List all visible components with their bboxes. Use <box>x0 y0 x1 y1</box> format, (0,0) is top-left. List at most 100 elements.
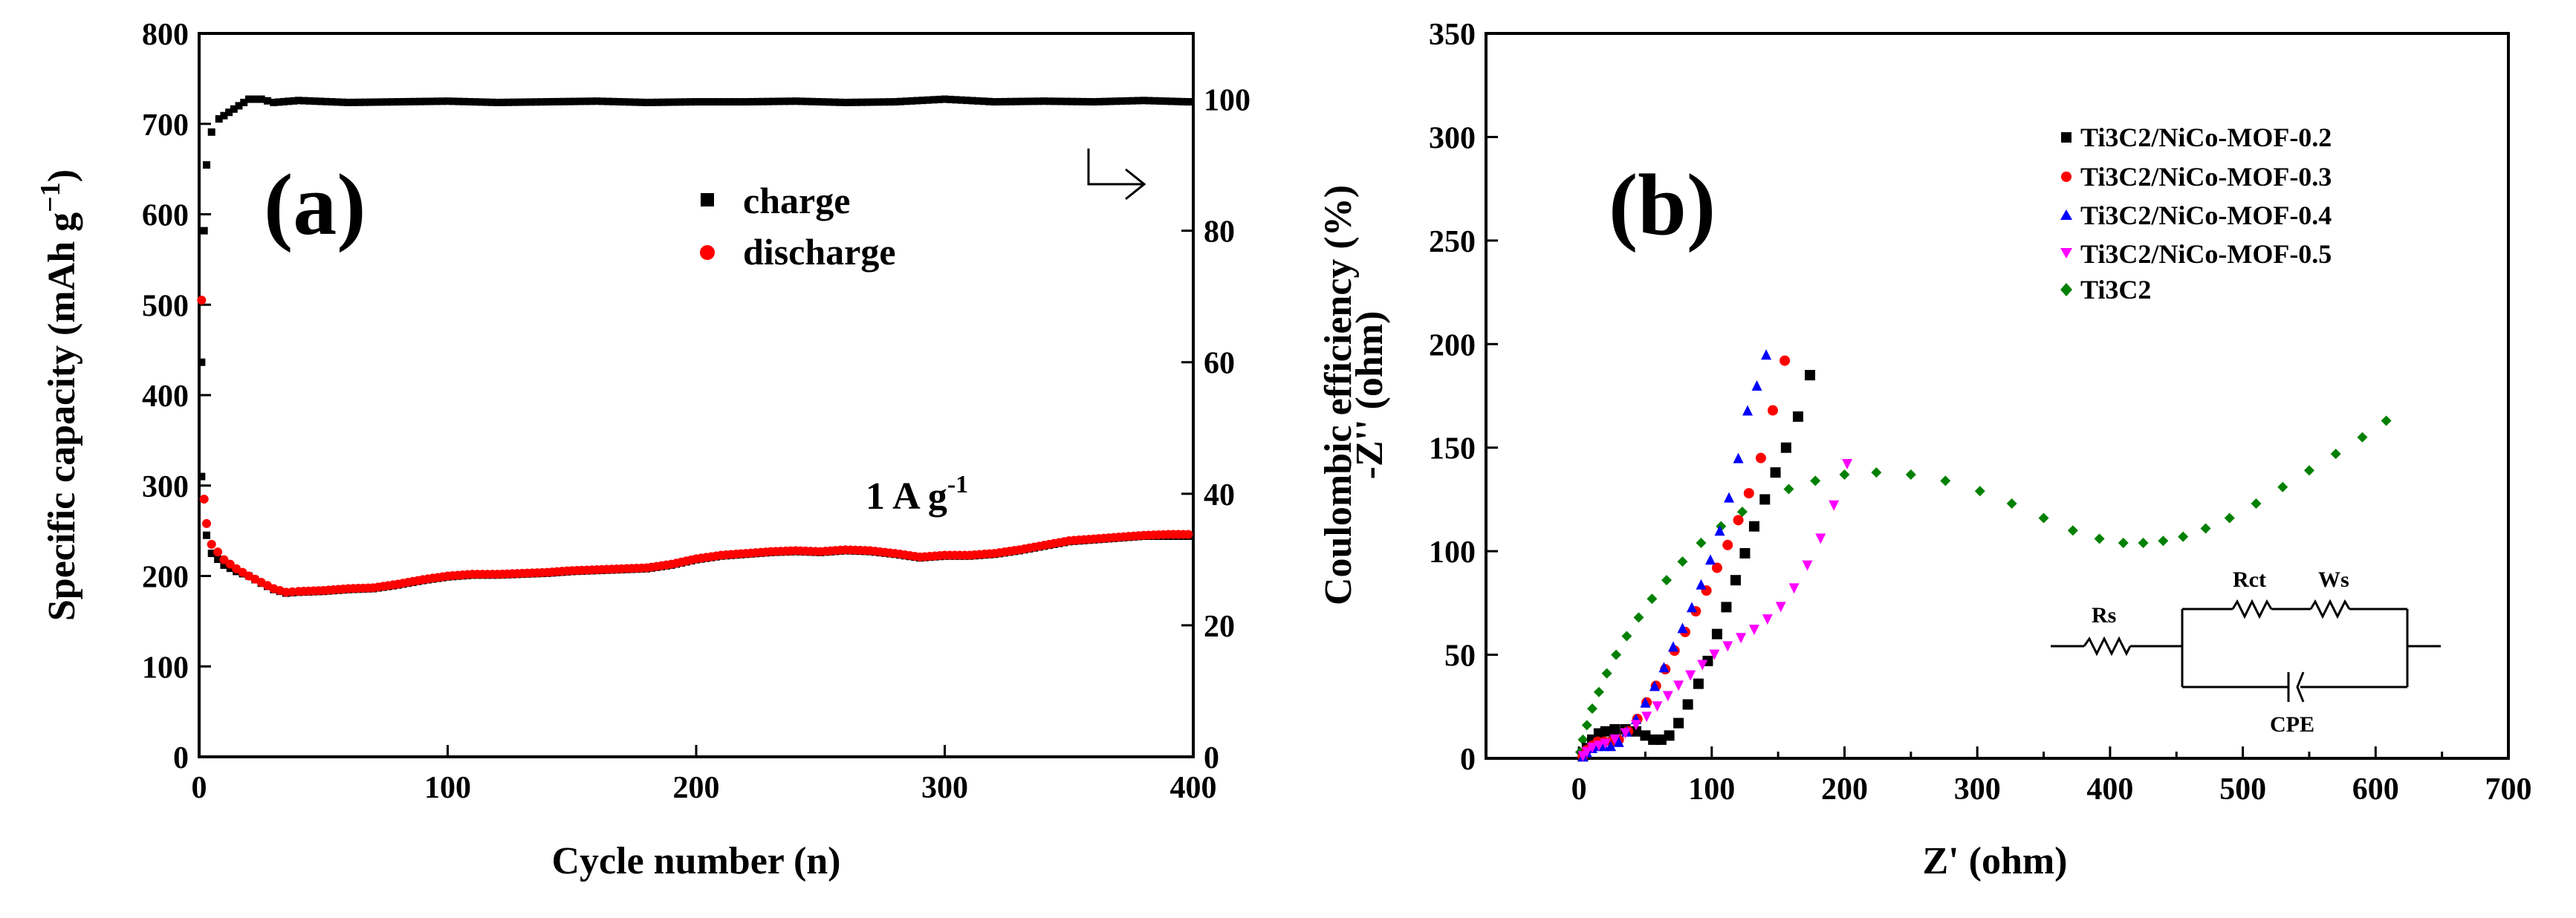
point-ti3c2 <box>1581 720 1592 731</box>
point-coulombic-efficiency <box>207 128 215 136</box>
point-coulombic-efficiency <box>477 98 485 106</box>
point-ti3c2 <box>2330 449 2341 460</box>
y-tick-label-b: 250 <box>1429 225 1476 259</box>
y-tick-label-b: 150 <box>1429 432 1476 466</box>
point-coulombic-efficiency <box>1007 97 1015 105</box>
point-coulombic-efficiency <box>230 105 238 113</box>
point-coulombic-efficiency <box>225 108 233 117</box>
circuit-rs-resistor <box>2083 636 2132 657</box>
y-tick-label-b: 350 <box>1429 18 1476 52</box>
axis-ticks-a: 0 100 200 300 400010020030040050060070080002… <box>142 18 1250 805</box>
point-coulombic-efficiency <box>692 98 700 106</box>
point-coulombic-efficiency <box>963 97 971 105</box>
point-ti3c2 <box>1940 475 1951 486</box>
point-coulombic-efficiency <box>786 97 794 105</box>
x-tick-label-a: 200 <box>673 771 720 805</box>
point-ti3c2-nico-mof-0-4 <box>1605 740 1616 752</box>
point-ti3c2-nico-mof-0-2 <box>1640 730 1651 741</box>
x-tick-label-a: 300 <box>921 771 968 805</box>
point-ti3c2-nico-mof-0-2 <box>1673 717 1684 729</box>
point-coulombic-efficiency <box>493 98 502 106</box>
point-coulombic-efficiency <box>548 97 557 105</box>
point-coulombic-efficiency <box>764 97 772 105</box>
point-coulombic-efficiency <box>918 97 927 105</box>
point-coulombic-efficiency <box>400 97 408 105</box>
legend-label-mof-05: Ti3C2/NiCo-MOF-0.5 <box>2080 239 2332 269</box>
point-coulombic-efficiency <box>814 97 822 105</box>
panel-label-b: (b) <box>1609 156 1716 253</box>
point-coulombic-efficiency <box>996 97 1004 105</box>
point-coulombic-efficiency <box>305 97 314 105</box>
point-coulombic-efficiency <box>979 97 987 105</box>
point-coulombic-efficiency <box>687 98 695 106</box>
point-coulombic-efficiency <box>444 97 452 105</box>
y-tick-label-a: 800 <box>142 18 189 52</box>
point-coulombic-efficiency <box>968 97 976 105</box>
point-ti3c2-nico-mof-0-5 <box>1722 641 1733 652</box>
point-coulombic-efficiency <box>1123 97 1131 105</box>
point-coulombic-efficiency <box>521 98 529 106</box>
legend-b: Ti3C2/NiCo-MOF-0.2 Ti3C2/NiCo-MOF-0.3 Ti… <box>2060 123 2332 305</box>
point-coulombic-efficiency <box>1156 97 1164 105</box>
point-ti3c2-nico-mof-0-5 <box>1762 614 1773 625</box>
point-coulombic-efficiency <box>1045 97 1054 105</box>
point-ti3c2 <box>2303 465 2314 476</box>
point-ti3c2-nico-mof-0-4 <box>1677 622 1688 634</box>
y2-tick-label-a: 20 <box>1204 610 1235 644</box>
point-ti3c2-nico-mof-0-5 <box>1600 738 1611 749</box>
point-coulombic-efficiency <box>891 98 899 106</box>
point-coulombic-efficiency <box>416 97 424 105</box>
point-ti3c2-nico-mof-0-5 <box>1709 649 1720 660</box>
point-coulombic-efficiency <box>559 97 568 105</box>
x-tick-label-b: 100 <box>1688 772 1735 807</box>
point-ti3c2-nico-mof-0-2 <box>1648 734 1659 745</box>
x-tick-label-b: 600 <box>2352 772 2399 807</box>
axis-ticks-b: 0 100 200 300 400 500 600 700 0 50 100 150 200 250 300… <box>1429 18 2532 807</box>
legend-label-charge: charge <box>743 180 850 221</box>
point-ti3c2-nico-mof-0-5 <box>1748 625 1759 636</box>
point-ti3c2-nico-mof-0-2 <box>1664 730 1675 741</box>
point-coulombic-efficiency <box>643 98 651 106</box>
point-coulombic-efficiency <box>1040 97 1048 105</box>
point-ti3c2 <box>2158 536 2169 547</box>
point-coulombic-efficiency <box>637 98 645 106</box>
point-coulombic-efficiency <box>830 98 838 106</box>
point-coulombic-efficiency <box>366 98 374 106</box>
point-ti3c2-nico-mof-0-2 <box>1780 442 1791 453</box>
point-coulombic-efficiency <box>1034 97 1042 105</box>
point-coulombic-efficiency <box>449 97 457 105</box>
point-coulombic-efficiency <box>664 98 672 106</box>
point-ti3c2-nico-mof-0-2 <box>1711 628 1722 639</box>
point-ti3c2-nico-mof-0-4 <box>1761 349 1772 360</box>
point-coulombic-efficiency <box>1178 97 1187 105</box>
point-coulombic-efficiency <box>742 98 750 106</box>
point-coulombic-efficiency <box>505 98 513 106</box>
point-coulombic-efficiency <box>1029 97 1037 105</box>
point-coulombic-efficiency <box>753 97 761 105</box>
point-coulombic-efficiency <box>620 98 629 106</box>
point-coulombic-efficiency <box>576 97 584 105</box>
x-axis-label-a: Cycle number (n) <box>551 840 840 882</box>
point-charge <box>207 550 215 558</box>
point-coulombic-efficiency <box>344 98 352 106</box>
point-coulombic-efficiency <box>1167 97 1175 105</box>
point-coulombic-efficiency <box>841 98 849 106</box>
legend-marker-charge <box>701 193 714 206</box>
point-ti3c2-nico-mof-0-4 <box>1667 641 1678 652</box>
rate-annotation: 1 A g-1 <box>866 471 968 518</box>
legend-label-mof-02: Ti3C2/NiCo-MOF-0.2 <box>2080 123 2332 152</box>
point-ti3c2 <box>1586 703 1597 714</box>
point-ti3c2 <box>1621 631 1632 642</box>
point-coulombic-efficiency <box>775 97 783 105</box>
point-coulombic-efficiency <box>1024 97 1031 105</box>
y-tick-label-a: 600 <box>142 199 189 233</box>
point-discharge <box>202 518 212 528</box>
point-coulombic-efficiency <box>614 97 623 105</box>
circuit-cpe-plate-2 <box>2296 671 2305 703</box>
point-coulombic-efficiency <box>720 98 728 106</box>
legend-label-mof-04: Ti3C2/NiCo-MOF-0.4 <box>2080 201 2332 230</box>
point-ti3c2 <box>2038 512 2049 524</box>
point-coulombic-efficiency <box>565 97 574 105</box>
point-coulombic-efficiency <box>736 98 744 106</box>
